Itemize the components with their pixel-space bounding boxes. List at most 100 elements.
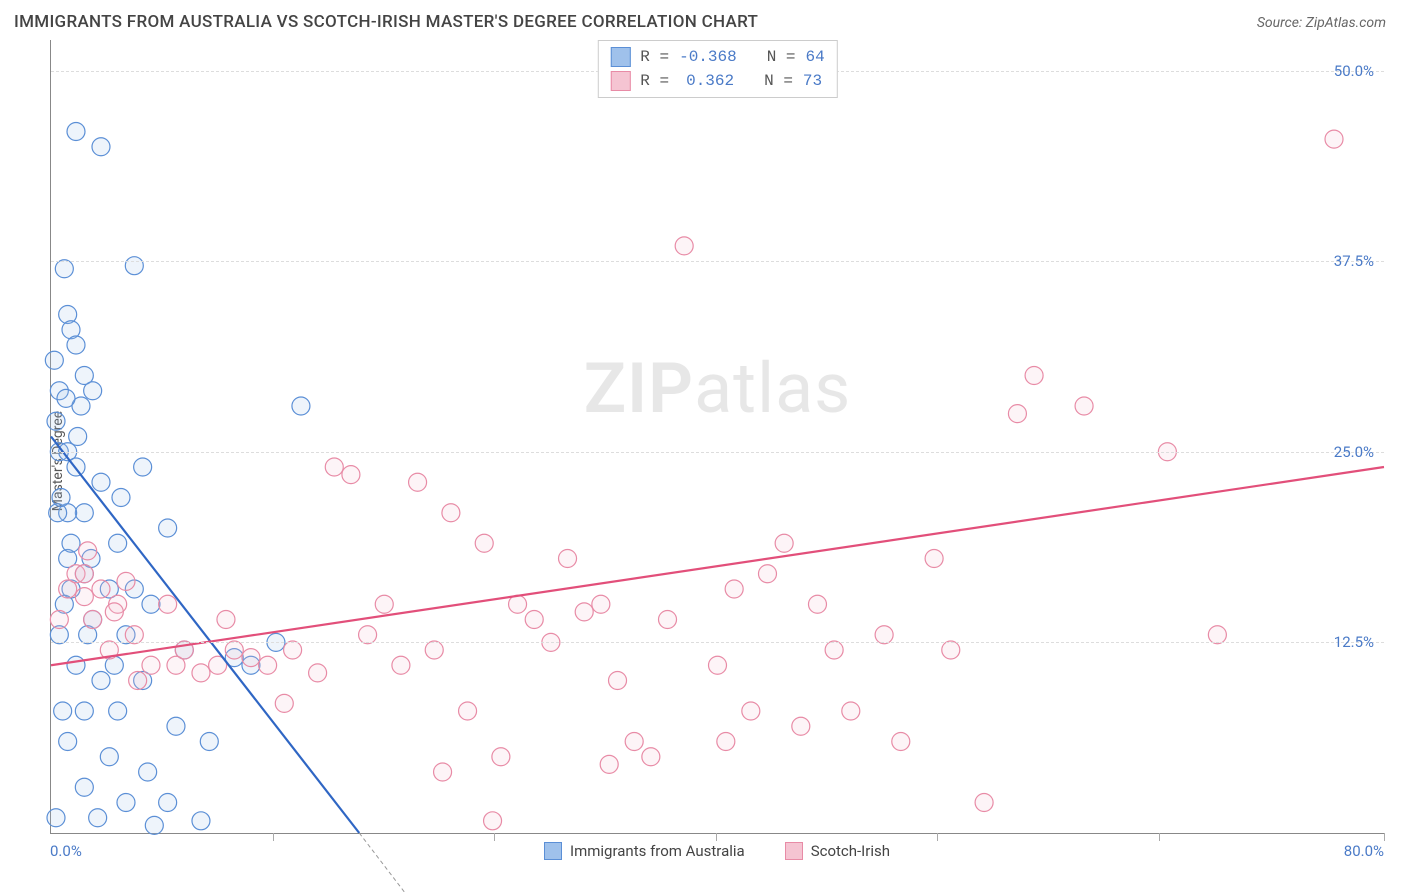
data-point [742,702,760,720]
data-point [92,672,110,690]
data-point [159,595,177,613]
data-point [275,694,293,712]
data-point [492,748,510,766]
legend-swatch-blue [610,47,630,67]
y-tick-label: 12.5% [1334,633,1374,651]
data-point [105,603,123,621]
data-point [75,565,93,583]
data-point [259,656,277,674]
data-point [92,473,110,491]
legend-n-label: N = [764,69,793,93]
data-point [75,702,93,720]
data-point [575,603,593,621]
data-point [375,595,393,613]
data-point [284,641,302,659]
y-tick-label: 50.0% [1334,62,1374,80]
data-point [808,595,826,613]
plot-area: ZIPatlas R = -0.368 N = 64 R = 0.362 N =… [50,40,1384,834]
y-tick-label: 37.5% [1334,252,1374,270]
correlation-legend: R = -0.368 N = 64 R = 0.362 N = 73 [597,40,837,98]
data-point [47,412,65,430]
data-point [942,641,960,659]
data-point [89,809,107,827]
data-point [842,702,860,720]
data-point [758,565,776,583]
data-point [325,458,343,476]
data-point [62,534,80,552]
data-point [392,656,410,674]
data-point [1075,397,1093,415]
gridline [51,642,1384,643]
data-point [117,794,135,812]
data-point [59,733,77,751]
data-point [342,466,360,484]
data-point [125,626,143,644]
legend-n-value-scotch-irish: 73 [803,69,822,93]
data-point [459,702,477,720]
legend-swatch-scotch-irish [785,842,803,860]
legend-row-scotch-irish: R = 0.362 N = 73 [610,69,824,93]
data-point [1325,130,1343,148]
data-point [109,702,127,720]
data-point [117,572,135,590]
data-point [57,389,75,407]
data-point [69,428,87,446]
data-point [67,336,85,354]
data-point [709,656,727,674]
source-prefix: Source: [1257,15,1306,31]
data-point [600,755,618,773]
data-point [67,656,85,674]
data-point [109,534,127,552]
data-point [509,595,527,613]
data-point [134,458,152,476]
legend-r-label: R = [640,69,669,93]
data-point [79,542,97,560]
data-point [717,733,735,751]
source-link[interactable]: ZipAtlas.com [1306,15,1386,31]
legend-r-label: R = [640,45,669,69]
data-point [1025,367,1043,385]
legend-n-value-australia: 64 [806,45,825,69]
data-point [84,382,102,400]
data-point [47,809,65,827]
data-point [559,550,577,568]
data-point [1208,626,1226,644]
data-point [825,641,843,659]
data-point [484,812,502,830]
data-point [975,794,993,812]
gridline [51,452,1384,453]
data-point [55,260,73,278]
legend-label-australia: Immigrants from Australia [570,842,745,860]
legend-row-australia: R = -0.368 N = 64 [610,45,824,69]
data-point [292,397,310,415]
data-point [159,794,177,812]
legend-swatch-australia [544,842,562,860]
data-point [225,641,243,659]
data-point [112,489,130,507]
legend-label-scotch-irish: Scotch-Irish [811,842,890,860]
data-point [1008,405,1026,423]
scatter-svg [51,40,1384,833]
series-legend: Immigrants from Australia Scotch-Irish [50,842,1384,860]
data-point [200,733,218,751]
data-point [925,550,943,568]
data-point [75,588,93,606]
data-point [67,123,85,141]
source-credit: Source: ZipAtlas.com [1257,15,1386,31]
data-point [139,763,157,781]
data-point [792,717,810,735]
data-point [125,257,143,275]
data-point [167,717,185,735]
data-point [242,649,260,667]
legend-item-australia: Immigrants from Australia [544,842,745,860]
data-point [442,504,460,522]
data-point [725,580,743,598]
data-point [625,733,643,751]
data-point [192,664,210,682]
data-point [434,763,452,781]
data-point [145,816,163,834]
data-point [75,778,93,796]
data-point [592,595,610,613]
data-point [159,519,177,537]
legend-r-value-scotch-irish: 0.362 [679,69,734,93]
